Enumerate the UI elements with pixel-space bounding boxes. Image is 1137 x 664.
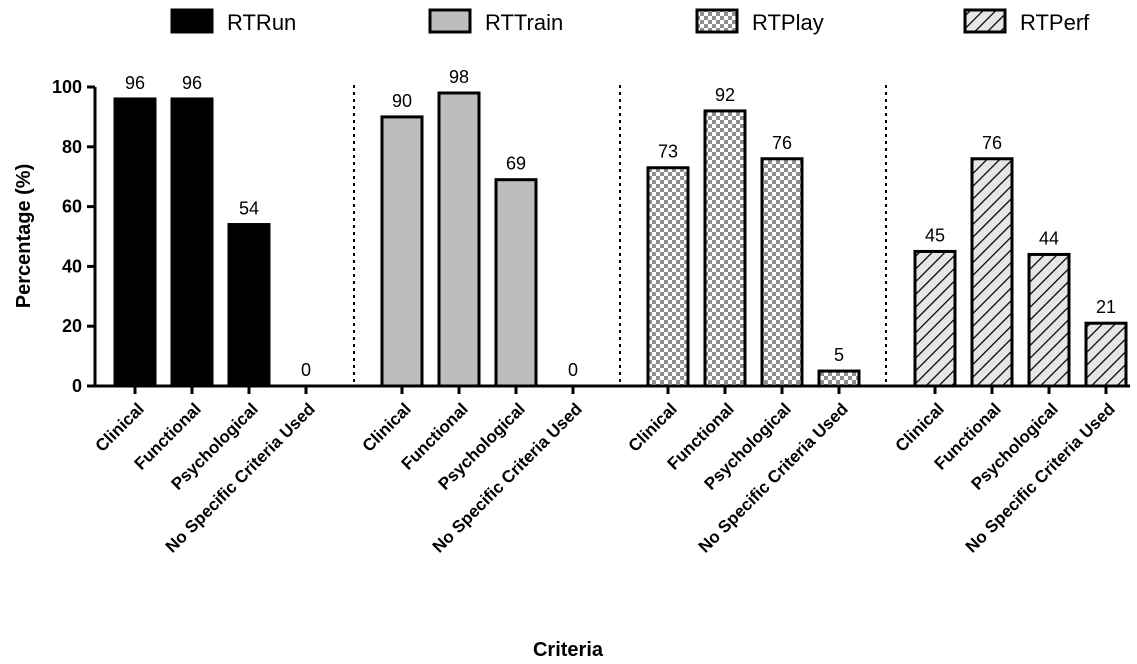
bar (817, 369, 861, 388)
bar (646, 166, 690, 388)
y-tick-label: 0 (72, 376, 82, 396)
bar (227, 223, 271, 388)
bar (170, 97, 214, 388)
data-label: 73 (658, 142, 678, 162)
legend-label: RTPerf (1020, 10, 1090, 35)
x-axis-title: Criteria (533, 639, 604, 661)
x-tick-label: Clinical (625, 399, 681, 455)
legend-label: RTTrain (485, 10, 563, 35)
bar (760, 157, 804, 388)
bar (380, 115, 424, 388)
y-tick-label: 20 (62, 316, 82, 336)
group-separators (353, 85, 887, 386)
legend-item: RTRun (170, 8, 296, 35)
y-axis: 0 20 40 60 80 100 (52, 77, 97, 396)
data-label: 45 (925, 225, 945, 245)
x-tick-label: Clinical (92, 399, 148, 455)
y-axis-title: Percentage (%) (13, 164, 35, 309)
legend-label: RTPlay (752, 10, 824, 35)
bar (437, 91, 481, 388)
legend-item: RTPlay (695, 8, 824, 35)
data-label: 5 (834, 345, 844, 365)
data-label: 76 (772, 133, 792, 153)
y-tick-label: 100 (52, 77, 82, 97)
y-tick-label: 40 (62, 256, 82, 276)
data-label: 0 (301, 360, 311, 380)
data-label: 96 (182, 73, 202, 93)
legend: RTRun RTTrain RTPlay RTPerf (170, 8, 1090, 35)
x-tick-label: Clinical (892, 399, 948, 455)
y-tick-label: 60 (62, 197, 82, 217)
bar (494, 178, 538, 388)
legend-swatch (963, 8, 1007, 34)
data-label: 92 (715, 85, 735, 105)
data-label: 96 (125, 73, 145, 93)
bar (1084, 321, 1128, 388)
legend-item: RTPerf (963, 8, 1090, 35)
data-label: 54 (239, 199, 259, 219)
data-labels: 96 96 54 0 90 98 69 0 73 92 76 5 45 76 44 21 (125, 67, 1116, 380)
bar (703, 109, 747, 388)
bar (970, 157, 1014, 388)
data-label: 98 (449, 67, 469, 87)
data-label: 76 (982, 133, 1002, 153)
legend-item: RTTrain (428, 8, 563, 35)
data-label: 0 (568, 360, 578, 380)
x-tick-label: Clinical (359, 399, 415, 455)
bar (1027, 252, 1071, 388)
bars (113, 91, 1128, 388)
data-label: 90 (392, 91, 412, 111)
data-label: 21 (1096, 297, 1116, 317)
bar (113, 97, 157, 388)
data-label: 69 (506, 154, 526, 174)
data-label: 44 (1039, 228, 1059, 248)
legend-label: RTRun (227, 10, 296, 35)
y-tick-label: 80 (62, 137, 82, 157)
legend-swatch (170, 8, 214, 34)
bar (913, 249, 957, 388)
legend-swatch (695, 8, 739, 34)
legend-swatch (428, 8, 472, 34)
